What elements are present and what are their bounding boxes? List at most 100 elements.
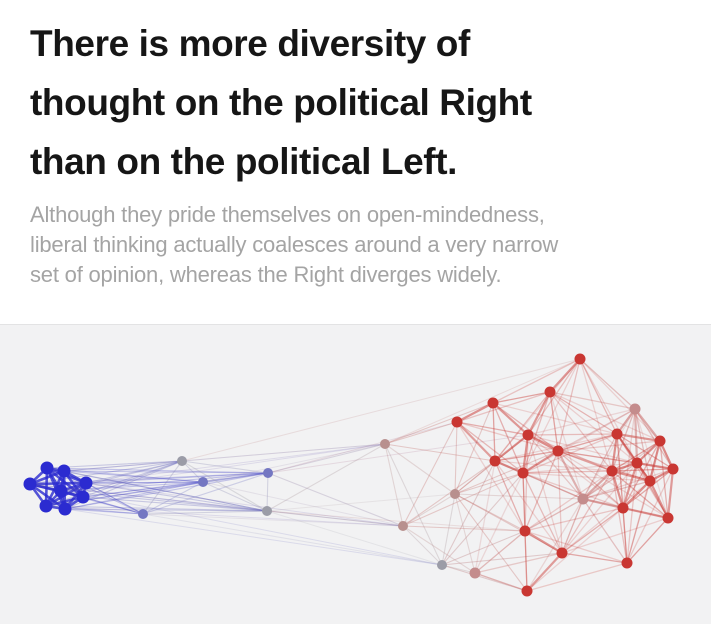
graph-edge xyxy=(454,472,524,495)
graph-node xyxy=(556,547,568,559)
graph-edge xyxy=(648,439,662,483)
graph-edge xyxy=(582,468,674,500)
graph-edge xyxy=(579,358,636,410)
graph-edge xyxy=(474,530,526,574)
graph-edge xyxy=(634,408,674,470)
graph-node xyxy=(522,429,534,441)
graph-edge xyxy=(522,472,563,554)
graph-edge xyxy=(626,462,638,564)
graph-edge xyxy=(524,530,628,564)
graph-edge xyxy=(527,434,613,472)
graph-edge xyxy=(456,391,551,423)
header-section: There is more diversity of thought on th… xyxy=(30,23,559,287)
graph-edge xyxy=(621,479,652,510)
graph-edge xyxy=(581,497,625,510)
graph-edge xyxy=(626,468,674,564)
graph-edge xyxy=(202,481,404,527)
graph-node xyxy=(667,463,679,475)
network-graph xyxy=(23,353,679,597)
graph-edge xyxy=(648,479,670,520)
graph-edge xyxy=(181,460,268,512)
graph-node xyxy=(39,499,53,513)
graph-edge xyxy=(29,472,269,485)
graph-edge xyxy=(561,470,613,554)
graph-edge xyxy=(63,470,144,515)
graph-edge xyxy=(63,470,268,512)
graph-edge xyxy=(527,434,584,500)
graph-edge xyxy=(561,517,669,554)
graph-edge xyxy=(526,562,628,592)
graph-edge xyxy=(633,407,639,465)
graph-edge xyxy=(454,493,528,592)
graph-edge xyxy=(455,420,497,463)
graph-edge xyxy=(561,498,584,554)
graph-edge xyxy=(615,432,639,465)
graph-edge xyxy=(45,505,268,512)
graph-edge xyxy=(82,460,183,498)
graph-node xyxy=(544,386,556,398)
graph-edge xyxy=(616,433,628,564)
graph-edge xyxy=(142,472,269,515)
graph-edge xyxy=(60,472,269,492)
graph-edge xyxy=(622,408,636,509)
graph-edge xyxy=(526,507,624,592)
graph-node xyxy=(469,567,481,579)
graph-node xyxy=(263,468,273,478)
graph-node xyxy=(574,353,586,365)
graph-edge xyxy=(494,460,584,500)
graph-edge xyxy=(582,498,628,564)
graph-edge xyxy=(454,450,559,495)
graph-edge xyxy=(582,462,638,500)
graph-node xyxy=(489,455,501,467)
graph-edge xyxy=(522,472,624,509)
graph-node xyxy=(57,464,71,478)
graph-edge xyxy=(202,481,268,512)
graph-node xyxy=(621,557,633,569)
graph-edge xyxy=(60,481,204,492)
graph-edge xyxy=(524,434,529,532)
graph-edge xyxy=(557,450,624,509)
graph-edge xyxy=(527,434,624,509)
graph-edge xyxy=(82,496,268,512)
graph-edge xyxy=(666,467,675,520)
graph-edge xyxy=(557,450,669,519)
graph-edge xyxy=(402,472,524,527)
graph-node xyxy=(76,490,90,504)
graph-edge xyxy=(521,449,560,475)
graph-edge xyxy=(622,440,661,509)
graph-node xyxy=(517,467,529,479)
graph-edge xyxy=(561,462,638,554)
graph-edge xyxy=(474,552,563,574)
subheadline-line: liberal thinking actually coalesces arou… xyxy=(30,232,559,257)
graph-edge xyxy=(634,408,651,482)
graph-node xyxy=(450,489,460,499)
graph-edge xyxy=(181,460,269,474)
graph-edge xyxy=(85,460,183,484)
graph-edge xyxy=(456,421,559,452)
graph-edge xyxy=(494,460,526,532)
graph-edge xyxy=(441,564,528,592)
graph-edge xyxy=(527,434,638,464)
graph-edge xyxy=(626,480,651,564)
graph-edge xyxy=(526,433,560,453)
graph-edge xyxy=(142,460,183,515)
graph-edge xyxy=(522,391,551,474)
graph-edge xyxy=(384,358,581,445)
subheadline-line: Although they pride themselves on open-m… xyxy=(30,202,545,227)
graph-edge xyxy=(557,440,661,452)
graph-edge xyxy=(526,390,552,437)
graph-edge xyxy=(456,421,526,532)
graph-node xyxy=(654,435,666,447)
graph-edge xyxy=(492,402,559,452)
graph-edge xyxy=(522,433,618,474)
graph-node xyxy=(606,465,618,477)
graph-edge xyxy=(474,472,524,574)
graph-edge xyxy=(46,467,204,483)
graph-node xyxy=(629,403,641,415)
graph-edge xyxy=(579,358,661,442)
headline-line: thought on the political Right xyxy=(30,82,532,123)
graph-edge xyxy=(633,407,662,443)
graph-edge xyxy=(634,408,669,519)
graph-edge xyxy=(524,530,528,592)
